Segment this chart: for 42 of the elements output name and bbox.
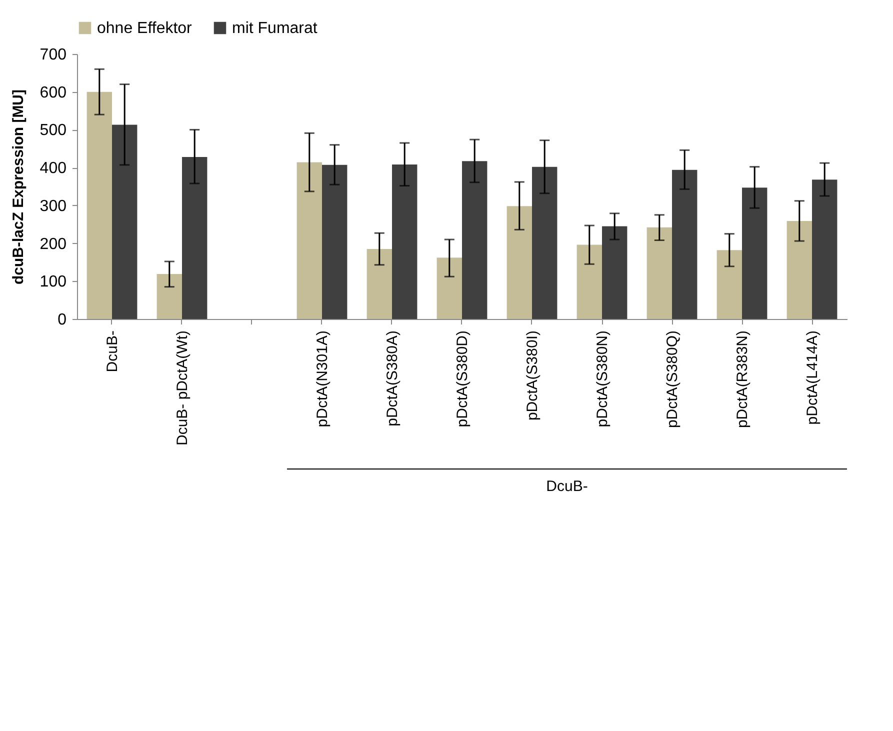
bar	[742, 188, 768, 319]
x-tick-label: pDctA(S380I)	[524, 330, 541, 421]
bar	[296, 162, 322, 319]
x-tick-label: pDctA(S380Q)	[664, 330, 681, 428]
x-tick-label: pDctA(R383N)	[734, 330, 751, 428]
bar	[392, 164, 418, 319]
x-tick-label: pDctA(S380A)	[384, 330, 401, 426]
y-tick-label: 0	[58, 312, 67, 328]
x-tick-label: pDctA(L414A)	[804, 330, 821, 425]
y-tick-label: 100	[40, 274, 67, 291]
x-tick-label: pDctA(S380N)	[594, 330, 611, 428]
bar	[786, 220, 812, 319]
x-tick-label: pDctA(N301A)	[314, 330, 331, 428]
y-tick-label: 600	[40, 84, 67, 102]
bar	[716, 250, 742, 319]
y-tick-label: 300	[40, 198, 67, 215]
legend-label: ohne Effektor	[97, 20, 193, 37]
bar	[506, 206, 532, 319]
x-tick-label: DcuB-	[104, 330, 121, 372]
bar	[366, 248, 392, 319]
bar	[532, 166, 558, 319]
y-tick-label: 500	[40, 122, 67, 140]
y-axis-title: dcuB-lacZ Expression [MU]	[10, 89, 27, 285]
bar	[112, 124, 138, 319]
text: DcuB-	[546, 478, 588, 495]
y-tick-label: 200	[40, 236, 67, 253]
bar	[672, 170, 698, 319]
x-tick-label: pDctA(S380D)	[454, 330, 471, 428]
bar	[436, 258, 462, 319]
x-tick-label: DcuB- pDctA(Wt)	[174, 330, 191, 446]
bar	[182, 156, 208, 319]
bar	[156, 274, 182, 319]
legend-label: mit Fumarat	[232, 20, 318, 37]
bar	[576, 244, 602, 319]
y-tick-label: 400	[40, 160, 67, 178]
bar	[646, 227, 672, 319]
y-tick-label: 700	[40, 46, 67, 64]
bar	[812, 180, 838, 319]
bar	[86, 92, 112, 319]
bar	[602, 226, 628, 319]
bar	[322, 164, 348, 319]
bar	[462, 161, 488, 319]
